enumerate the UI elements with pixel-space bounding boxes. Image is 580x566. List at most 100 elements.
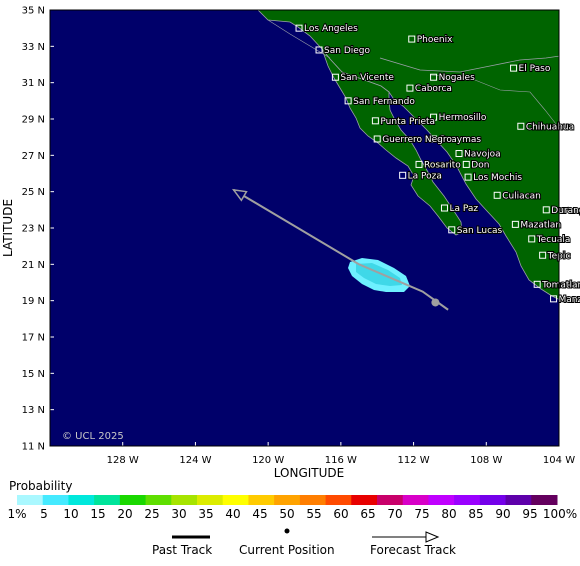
current-position-symbol — [284, 528, 290, 534]
legend-color-swatch — [402, 495, 429, 505]
city-marker — [331, 73, 339, 81]
arizona-gulf-shore — [379, 55, 559, 73]
legend-label: 100% — [542, 507, 578, 521]
legend-label: 80 — [441, 507, 457, 521]
city-marker — [464, 173, 472, 181]
city-label: Caborca — [415, 84, 452, 94]
axis-ticks: 128 W 124 W 120 W 116 W 112 W 108 W 104 W 35 N 3… — [22, 6, 576, 467]
city-marker — [373, 135, 381, 143]
lon-tick-label: 128 W — [107, 455, 139, 466]
lat-tick-label: 27 N — [22, 151, 45, 162]
city-marker — [430, 73, 438, 81]
city-label: Los Mochis — [473, 173, 522, 183]
lon-tick-label: 116 W — [325, 455, 357, 466]
city-label: Manzanillo — [559, 295, 580, 305]
city-marker — [511, 220, 519, 228]
legend-label: 15 — [90, 507, 106, 521]
city-label: La Poza — [408, 171, 442, 181]
legend-color-swatch — [42, 495, 69, 505]
legend-title: Probability — [9, 479, 73, 493]
lat-tick-label: 25 N — [22, 187, 45, 198]
lat-tick-label: 35 N — [22, 6, 45, 17]
city-label: Chihuahua — [526, 122, 574, 132]
current-position-marker — [431, 298, 440, 307]
legend-label: 60 — [333, 507, 349, 521]
city-marker — [462, 160, 470, 168]
legend-label: 35 — [198, 507, 214, 521]
city-marker — [406, 84, 414, 92]
legend-label: 55 — [306, 507, 322, 521]
lon-tick-label: 112 W — [397, 455, 429, 466]
legend-color-swatch — [299, 495, 327, 505]
city-marker — [510, 64, 518, 72]
city-marker — [528, 235, 536, 243]
city-marker — [455, 150, 463, 158]
city-label: Guaymas — [439, 135, 482, 145]
x-axis-title: LONGITUDE — [274, 466, 344, 480]
lat-tick-label: 15 N — [22, 369, 45, 380]
lat-tick-label: 23 N — [22, 224, 45, 235]
city-label: La Paz — [449, 204, 478, 214]
legend-color-swatch — [145, 495, 172, 505]
lon-tick-label: 124 W — [179, 455, 211, 466]
city-label: San Vicente — [340, 73, 394, 83]
city-label: Rosarito — [424, 160, 461, 170]
legend-label: 40 — [225, 507, 241, 521]
city-marker — [448, 226, 456, 234]
city-marker — [399, 171, 407, 179]
past-track-label: Past Track — [152, 543, 213, 557]
legend-color-swatch — [351, 495, 378, 505]
legend-color-swatch — [17, 495, 44, 505]
legend-color-swatch — [454, 495, 481, 505]
legend-color-swatch — [197, 495, 224, 505]
baja-peninsula — [321, 48, 463, 236]
legend-color-swatch — [222, 495, 249, 505]
plot-frame — [49, 9, 560, 447]
legend-label: 85 — [468, 507, 484, 521]
city-marker — [295, 24, 303, 32]
city-label: Nogales — [439, 73, 476, 83]
probability-color-bar — [17, 495, 558, 505]
city-label: Tepic — [547, 251, 571, 261]
lat-tick-label: 21 N — [22, 260, 45, 271]
lat-tick-label: 19 N — [22, 296, 45, 307]
city-label: Tecuala — [536, 235, 571, 245]
lat-tick-label: 31 N — [22, 78, 45, 89]
city-label: Tomatlan — [541, 280, 580, 290]
city-marker — [344, 97, 352, 105]
city-label: Navojoa — [464, 150, 501, 160]
city-marker — [493, 191, 501, 199]
city-marker — [539, 251, 547, 259]
lat-tick-label: 17 N — [22, 333, 45, 344]
city-label: Punta Prieta — [380, 117, 435, 127]
legend-label: 5 — [40, 507, 48, 521]
city-label: Hermosillo — [439, 113, 487, 123]
city-marker — [440, 204, 448, 212]
city-label: El Paso — [519, 64, 551, 74]
city-marker — [542, 206, 550, 214]
legend-label: 10 — [63, 507, 79, 521]
city-label: San Lucas — [457, 226, 503, 236]
legend-color-swatch — [274, 495, 301, 505]
legend-label: 95 — [522, 507, 538, 521]
city-label: Los Angeles — [304, 24, 358, 34]
city-marker — [430, 135, 438, 143]
legend-label: 75 — [414, 507, 430, 521]
city-label: Culiacan — [502, 191, 541, 201]
legend-color-swatch — [505, 495, 532, 505]
legend-color-swatch — [171, 495, 198, 505]
forecast-track-arrowhead — [425, 531, 440, 543]
city-label: Phoenix — [417, 35, 453, 45]
legend-label: 25 — [144, 507, 160, 521]
state-border — [267, 19, 557, 125]
lat-tick-label: 29 N — [22, 115, 45, 126]
lat-tick-label: 33 N — [22, 42, 45, 53]
legend-color-swatch — [531, 495, 558, 505]
legend-label: 45 — [252, 507, 268, 521]
legend-color-swatch — [377, 495, 404, 505]
copyright-text: © UCL 2025 — [62, 431, 124, 442]
city-marker — [550, 295, 558, 303]
city-label: Mazatlan — [520, 220, 561, 230]
lon-tick-label: 108 W — [470, 455, 502, 466]
